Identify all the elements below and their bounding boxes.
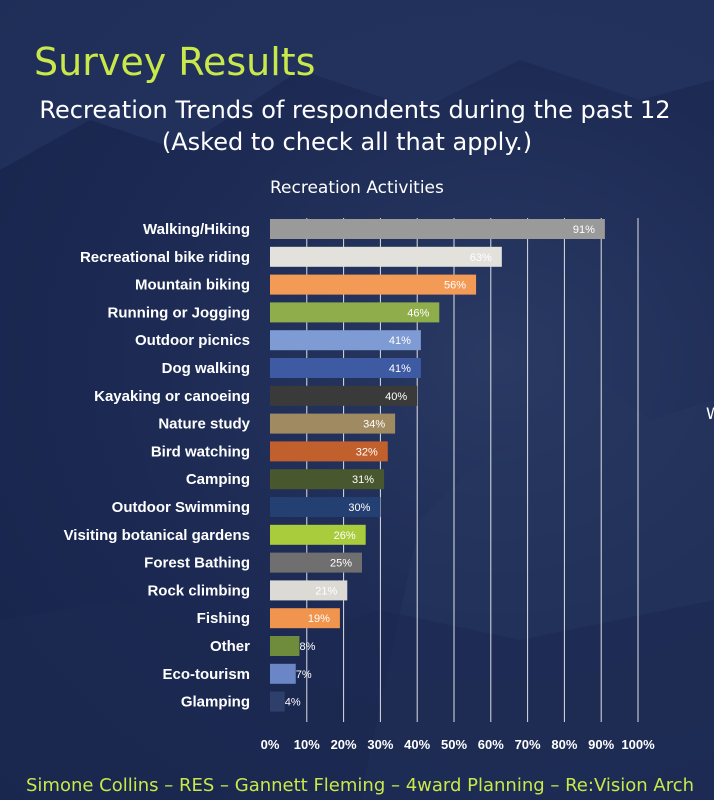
bar [270,246,502,267]
bar [270,663,296,684]
value-label: 4% [285,697,301,709]
slide-subtitle-line2: (Asked to check all that apply.) [161,128,533,156]
bar [270,274,477,295]
bar [270,219,605,239]
tick-label: 30% [367,737,393,752]
value-label: 63% [470,252,492,264]
bar [270,608,340,629]
value-label: 91% [573,224,595,236]
tick-label: 20% [331,737,357,752]
tick-label: 60% [478,737,504,752]
footer-credits: Simone Collins – RES – Gannett Fleming –… [26,775,695,796]
category-label: Visiting botanical gardens [64,527,250,544]
category-label: Bird watching [151,443,250,460]
value-label: 41% [389,363,411,375]
value-label: 19% [308,613,330,625]
slide-subtitle-line1: Recreation Trends of respondents during … [39,96,671,124]
value-label: 21% [315,585,337,597]
cut-off-text: W [706,404,714,423]
category-label: Dog walking [162,360,250,377]
tick-label: 70% [515,737,541,752]
category-label: Mountain biking [135,277,250,294]
tick-label: 50% [441,737,467,752]
bar [270,580,348,601]
tick-label: 40% [404,737,430,752]
tick-label: 10% [294,737,320,752]
value-label: 26% [334,530,356,542]
category-label: Kayaking or canoeing [94,388,250,405]
bar [270,469,385,490]
category-label: Walking/Hiking [143,221,250,238]
value-label: 40% [385,391,407,403]
slide-title: Survey Results [34,40,316,84]
bar [270,413,396,434]
bar [270,441,388,462]
category-label: Other [210,638,250,655]
tick-label: 80% [551,737,577,752]
bar [270,330,421,351]
value-label: 34% [363,419,385,431]
category-label: Rock climbing [147,582,250,599]
tick-label: 100% [621,737,655,752]
bar [270,358,421,378]
value-label: 56% [444,280,466,292]
value-label: 25% [330,558,352,570]
bar [270,497,381,517]
value-label: 46% [407,307,429,319]
tick-label: 0% [261,737,280,752]
bar [270,385,418,406]
value-label: 7% [296,669,312,681]
category-label: Recreational bike riding [80,249,250,266]
value-label: 41% [389,335,411,347]
bar [270,552,362,573]
category-label: Forest Bathing [144,555,250,572]
category-label: Glamping [181,694,250,711]
category-label: Fishing [197,610,250,627]
chart-title: Recreation Activities [270,178,444,198]
category-label: Outdoor picnics [135,332,250,349]
category-label: Outdoor Swimming [112,499,250,516]
category-label: Camping [186,471,250,488]
bar [270,691,285,712]
category-label: Eco-tourism [162,666,250,683]
bar [270,524,366,545]
value-label: 8% [299,641,315,653]
bar [270,302,440,323]
value-label: 32% [356,446,378,458]
bar [270,636,300,656]
category-label: Nature study [158,416,250,433]
value-label: 31% [352,474,374,486]
category-label: Running or Jogging [108,304,250,321]
tick-label: 90% [588,737,614,752]
value-label: 30% [348,502,370,514]
